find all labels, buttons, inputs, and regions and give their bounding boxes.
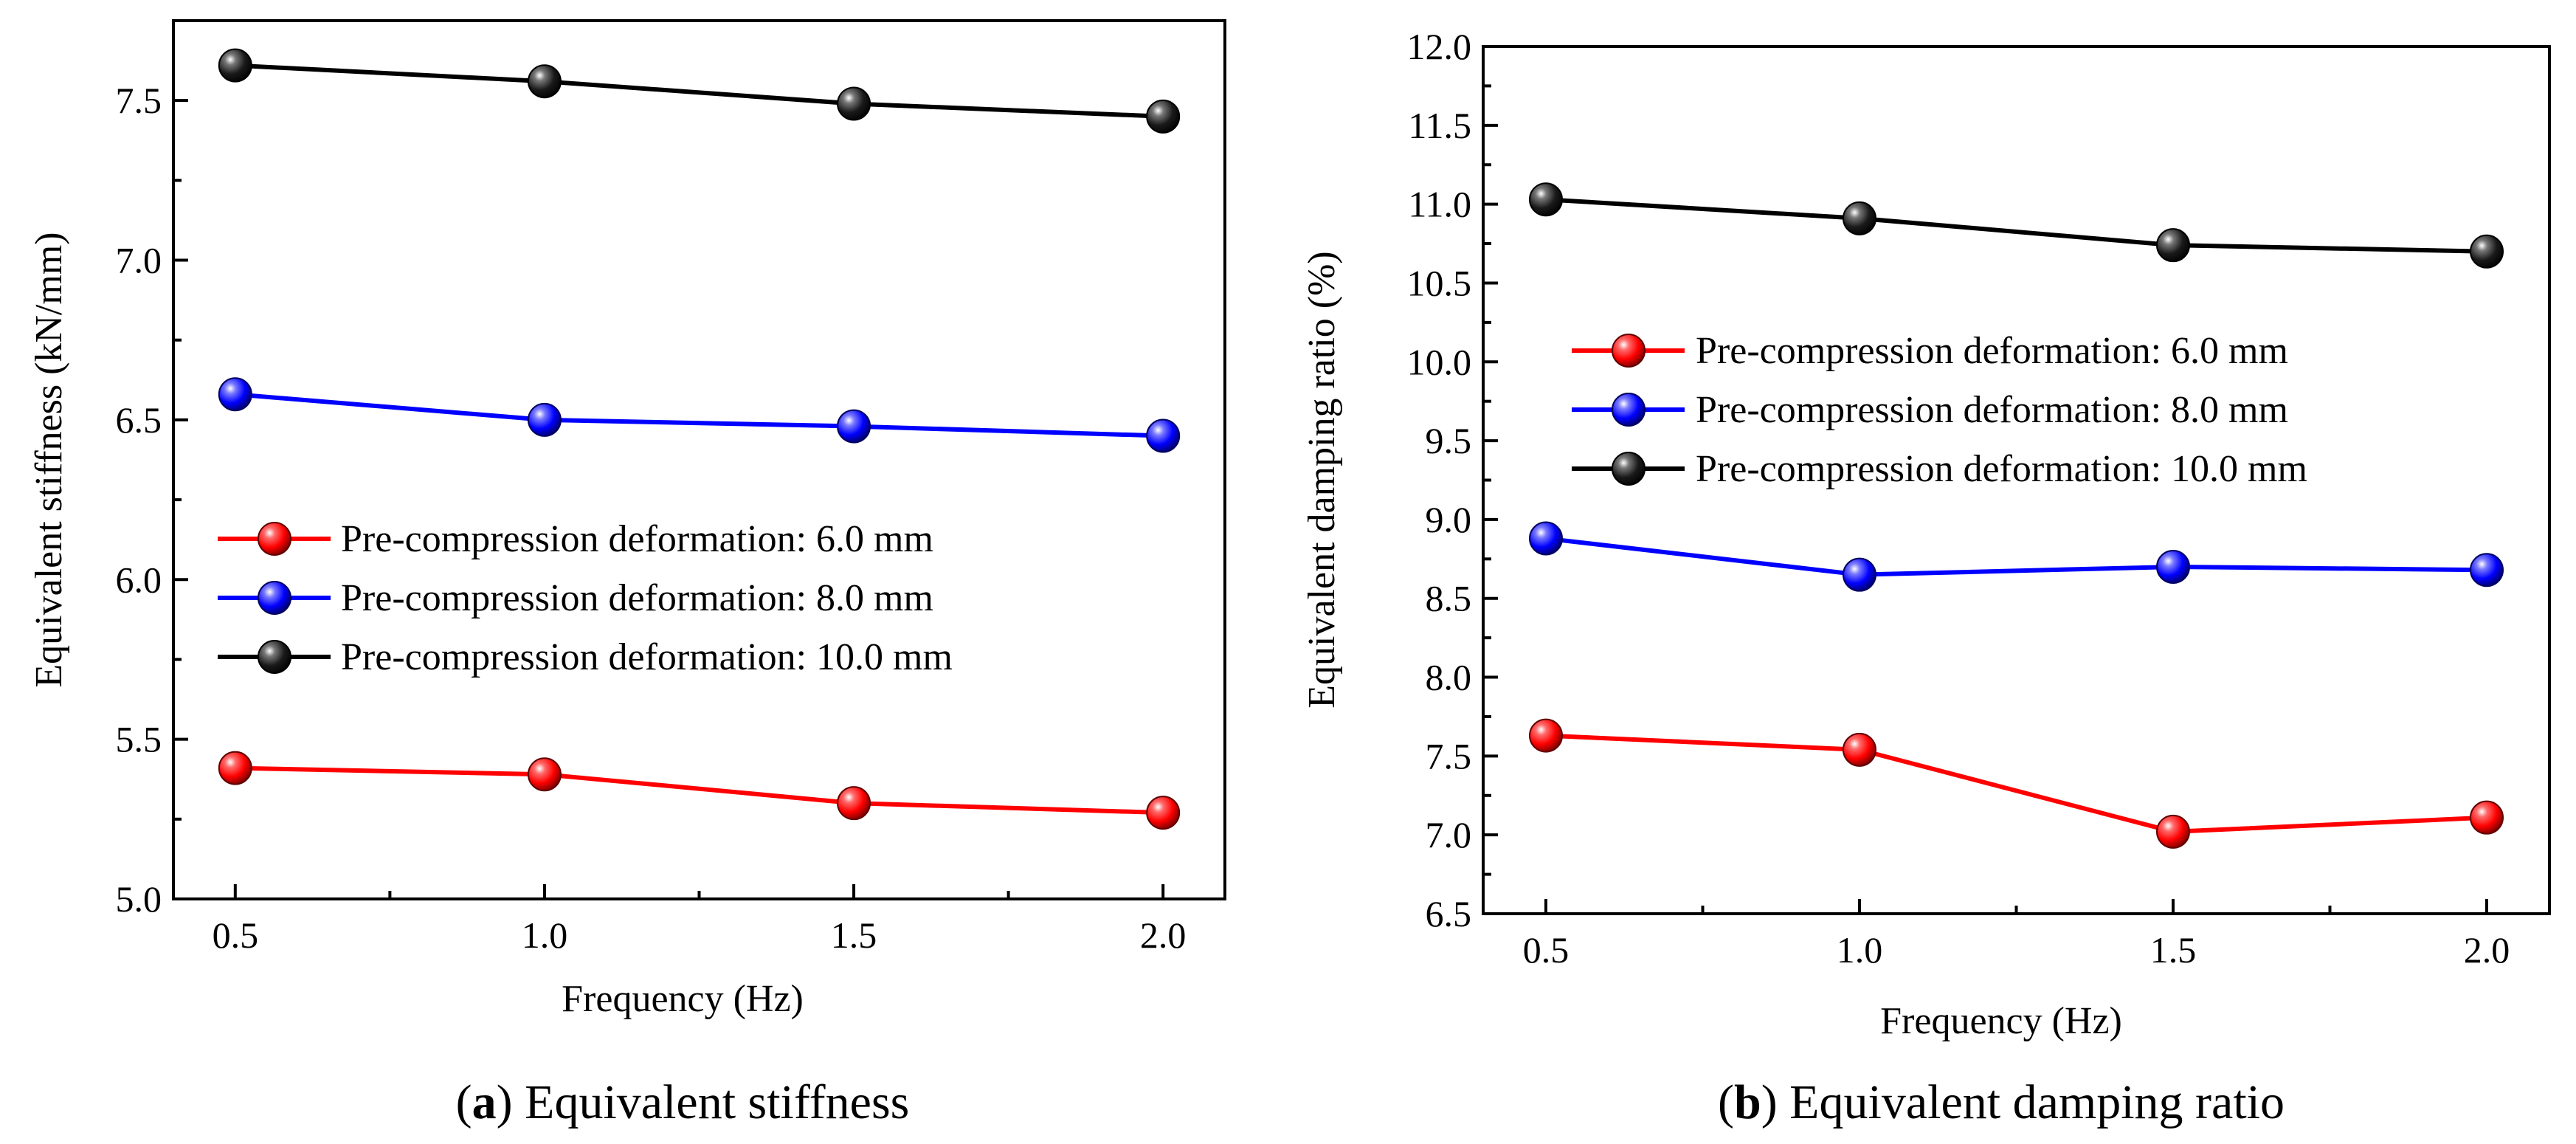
data-point bbox=[218, 751, 252, 785]
panel-caption: (b) Equivalent damping ratio bbox=[1718, 1075, 2285, 1129]
data-point bbox=[1843, 201, 1876, 235]
x-tick-label: 2.0 bbox=[2464, 929, 2510, 971]
series-line bbox=[1545, 733, 2487, 834]
legend-label: Pre-compression deformation: 10.0 mm bbox=[1696, 448, 2307, 490]
y-tick-label: 6.5 bbox=[116, 399, 162, 441]
legend: Pre-compression deformation: 6.0 mm Pre-… bbox=[218, 518, 953, 678]
y-tick-label: 6.0 bbox=[116, 559, 162, 600]
series-layer bbox=[218, 48, 1181, 830]
data-point bbox=[1146, 418, 1181, 453]
x-tick-label: 2.0 bbox=[1140, 914, 1187, 956]
y-tick-label: 12.0 bbox=[1407, 26, 1472, 67]
panel-equivalent-stiffness: 0.5 1.0 1.5 2.0 5.0 5.5 6.0 6.5 7.0 7.5 Equivalen… bbox=[28, 19, 1226, 1129]
legend-entry: Pre-compression deformation: 10.0 mm bbox=[1572, 448, 2307, 490]
y-tick-label: 9.0 bbox=[1426, 499, 1472, 540]
axis-ticks: 0.5 1.0 1.5 2.0 6.5 7.0 7.5 8.0 8.5 9.0 9.5 10.0 10.… bbox=[1407, 26, 2510, 971]
y-tick-label: 6.5 bbox=[1426, 893, 1472, 934]
legend-marker bbox=[1612, 334, 1646, 368]
y-axis-title: Equivalent stiffness (kN/mm) bbox=[28, 232, 70, 687]
legend-entry: Pre-compression deformation: 10.0 mm bbox=[218, 636, 953, 678]
legend: Pre-compression deformation: 6.0 mm Pre-… bbox=[1572, 330, 2307, 490]
data-point bbox=[218, 377, 252, 412]
x-tick-label: 1.0 bbox=[522, 914, 568, 956]
data-point bbox=[218, 48, 252, 83]
series-line bbox=[1545, 197, 2487, 254]
legend-entry: Pre-compression deformation: 8.0 mm bbox=[218, 577, 933, 619]
axis-ticks: 0.5 1.0 1.5 2.0 5.0 5.5 6.0 6.5 7.0 7.5 bbox=[116, 80, 1187, 956]
x-tick-label: 0.5 bbox=[213, 914, 259, 956]
y-tick-label: 5.0 bbox=[116, 878, 162, 920]
legend-entry: Pre-compression deformation: 6.0 mm bbox=[218, 518, 933, 560]
panel-equivalent-damping-ratio: 0.5 1.0 1.5 2.0 6.5 7.0 7.5 8.0 8.5 9.0 9.5 10.0 10.… bbox=[1301, 26, 2551, 1129]
y-tick-label: 7.0 bbox=[116, 240, 162, 281]
y-tick-label: 7.5 bbox=[1426, 735, 1472, 776]
series-line bbox=[235, 392, 1164, 438]
data-point bbox=[1146, 99, 1181, 134]
y-tick-label: 10.5 bbox=[1407, 262, 1472, 303]
data-point bbox=[2156, 550, 2190, 584]
legend-entry: Pre-compression deformation: 6.0 mm bbox=[1572, 330, 2288, 372]
legend-marker bbox=[258, 581, 291, 615]
data-point bbox=[1529, 182, 1563, 217]
legend-marker bbox=[258, 640, 291, 674]
data-point bbox=[527, 757, 562, 792]
legend-label: Pre-compression deformation: 10.0 mm bbox=[341, 636, 953, 678]
plot-frame bbox=[172, 19, 1226, 900]
series-line bbox=[235, 765, 1164, 816]
y-tick-label: 7.0 bbox=[1426, 814, 1472, 855]
data-point bbox=[2470, 234, 2504, 269]
caption-letter: b bbox=[1734, 1075, 1761, 1129]
x-axis-title: Frequency (Hz) bbox=[1880, 1000, 2122, 1042]
x-tick-label: 1.0 bbox=[1837, 929, 1883, 971]
x-tick-label: 0.5 bbox=[1523, 929, 1570, 971]
legend-label: Pre-compression deformation: 6.0 mm bbox=[341, 518, 933, 560]
x-tick-label: 1.5 bbox=[2150, 929, 2197, 971]
x-tick-label: 1.5 bbox=[831, 914, 877, 956]
data-point bbox=[1529, 718, 1563, 753]
y-tick-label: 11.5 bbox=[1408, 105, 1471, 146]
legend-marker bbox=[1612, 393, 1646, 427]
panel-caption: (a) Equivalent stiffness bbox=[456, 1075, 910, 1129]
series-layer bbox=[1529, 182, 2504, 849]
caption-text: Equivalent damping ratio bbox=[1789, 1075, 2285, 1129]
y-tick-label: 8.5 bbox=[1426, 578, 1472, 619]
data-point bbox=[2470, 800, 2504, 835]
y-tick-label: 9.5 bbox=[1426, 420, 1472, 461]
data-point bbox=[837, 786, 871, 821]
y-tick-label: 8.0 bbox=[1426, 657, 1472, 698]
data-point bbox=[2470, 553, 2504, 587]
caption-text: Equivalent stiffness bbox=[525, 1075, 909, 1129]
legend-marker bbox=[1612, 452, 1646, 486]
data-point bbox=[837, 86, 871, 121]
data-point bbox=[1843, 732, 1876, 767]
series-line bbox=[235, 63, 1164, 119]
y-axis-title: Equivalent damping ratio (%) bbox=[1301, 251, 1343, 708]
data-point bbox=[1843, 557, 1876, 592]
data-point bbox=[2156, 814, 2190, 849]
caption-letter: a bbox=[472, 1075, 497, 1129]
y-tick-label: 10.0 bbox=[1407, 341, 1472, 382]
legend-label: Pre-compression deformation: 8.0 mm bbox=[341, 577, 933, 619]
legend-label: Pre-compression deformation: 6.0 mm bbox=[1696, 330, 2288, 372]
series-line bbox=[1545, 536, 2487, 577]
y-tick-label: 5.5 bbox=[116, 719, 162, 760]
legend-entry: Pre-compression deformation: 8.0 mm bbox=[1572, 389, 2288, 431]
legend-marker bbox=[258, 522, 291, 556]
x-axis-title: Frequency (Hz) bbox=[562, 978, 804, 1020]
y-tick-label: 7.5 bbox=[116, 80, 162, 121]
data-point bbox=[1146, 796, 1181, 830]
y-tick-label: 11.0 bbox=[1408, 184, 1471, 225]
legend-label: Pre-compression deformation: 8.0 mm bbox=[1696, 389, 2288, 431]
data-point bbox=[527, 64, 562, 99]
data-point bbox=[2156, 228, 2190, 263]
data-point bbox=[837, 409, 871, 444]
data-point bbox=[1529, 521, 1563, 556]
data-point bbox=[527, 402, 562, 437]
